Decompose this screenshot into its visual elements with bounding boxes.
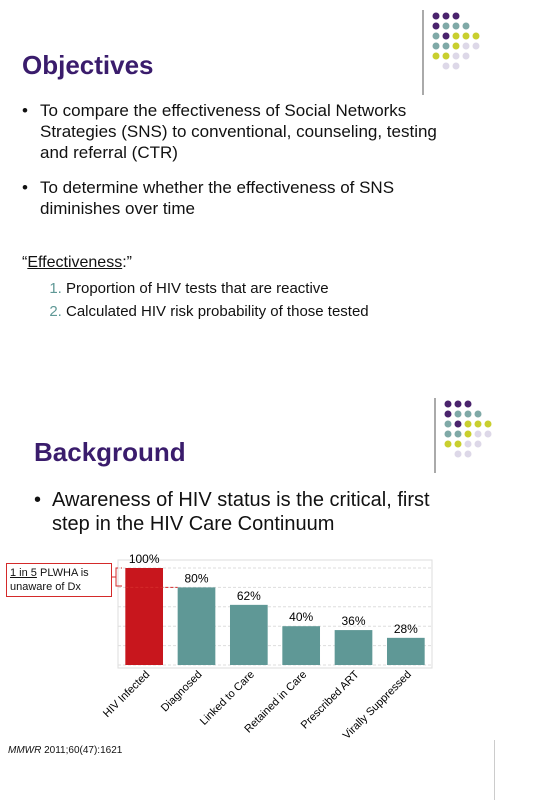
bullet-list: Awareness of HIV status is the critical,… bbox=[34, 488, 454, 536]
journal: MMWR bbox=[8, 745, 42, 756]
x-tick-label: Diagnosed bbox=[159, 669, 205, 715]
bullet: To determine whether the effectiveness o… bbox=[22, 177, 442, 219]
item: Calculated HIV risk probability of those… bbox=[66, 303, 369, 320]
divider bbox=[494, 740, 495, 800]
citation: MMWR 2011;60(47):1621 bbox=[8, 745, 122, 756]
quote: “ bbox=[22, 254, 28, 271]
item: Proportion of HIV tests that are reactiv… bbox=[66, 280, 369, 297]
value-label: 40% bbox=[289, 610, 313, 624]
x-tick-label: Linked to Care bbox=[198, 669, 257, 728]
bullet-list: To compare the effectiveness of Social N… bbox=[22, 100, 442, 219]
definition: “Effectiveness:” bbox=[22, 254, 132, 272]
bar bbox=[229, 604, 268, 665]
x-tick-label: HIV Infected bbox=[101, 669, 152, 720]
logo-dots bbox=[422, 10, 480, 95]
slide-title: Background bbox=[34, 437, 186, 467]
bar bbox=[125, 568, 164, 665]
bar bbox=[282, 626, 321, 665]
callout-text: PLWHA is unaware of Dx bbox=[10, 567, 89, 593]
callout: 1 in 5 PLWHA is unaware of Dx bbox=[6, 563, 112, 597]
chart: 100% HIV Infected 80% Diagnosed 62% Linked to… bbox=[101, 552, 433, 742]
term: Effectiveness bbox=[27, 254, 123, 271]
quote: :” bbox=[122, 254, 132, 271]
numbered-list: Proportion of HIV tests that are reactiv… bbox=[22, 280, 369, 326]
bullet: To compare the effectiveness of Social N… bbox=[22, 100, 442, 163]
bar bbox=[334, 630, 373, 665]
value-label: 80% bbox=[184, 571, 208, 585]
bar bbox=[177, 587, 216, 665]
callout-emphasis: 1 in 5 bbox=[10, 567, 37, 579]
value-label: 28% bbox=[394, 622, 418, 636]
slide-title: Objectives bbox=[22, 50, 154, 80]
value-label: 62% bbox=[237, 589, 261, 603]
bullet: Awareness of HIV status is the critical,… bbox=[34, 488, 454, 536]
citation-text: 2011;60(47):1621 bbox=[41, 745, 123, 756]
callout-bracket bbox=[112, 567, 122, 587]
value-label: 36% bbox=[341, 614, 365, 628]
plot-frame bbox=[117, 559, 433, 669]
value-label: 100% bbox=[129, 552, 160, 566]
bar bbox=[386, 637, 425, 665]
logo-dots bbox=[434, 398, 492, 473]
